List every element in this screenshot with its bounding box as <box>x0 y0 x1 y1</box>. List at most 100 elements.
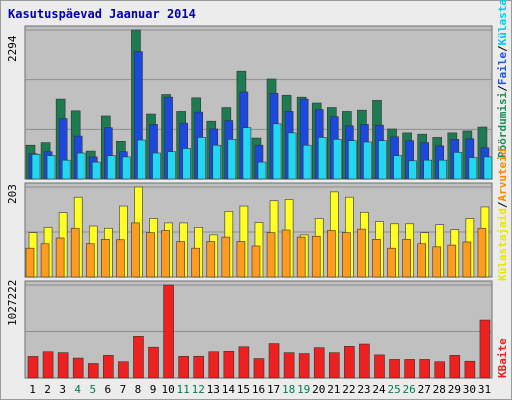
sites-bar-day-8 <box>131 222 140 278</box>
day-label-15: 15 <box>237 383 250 396</box>
pages-bar-day-10 <box>167 151 176 180</box>
kbytes-bar-day-8 <box>133 336 144 379</box>
sites-bar-day-12 <box>191 247 201 278</box>
kbytes-bar-day-14 <box>223 350 235 379</box>
pages-bar-day-30 <box>468 157 478 180</box>
sites-bar-day-9 <box>146 232 155 278</box>
pages-bar-day-26 <box>408 160 417 180</box>
day-label-3: 3 <box>59 383 66 396</box>
sites-bar-day-27 <box>417 243 426 278</box>
kbytes-bar-day-3 <box>57 352 69 379</box>
pages-bar-day-19 <box>302 144 312 180</box>
kbytes-bar-day-13 <box>208 351 220 379</box>
sites-bar-day-19 <box>296 236 306 278</box>
kbytes-bar-day-17 <box>268 343 280 379</box>
kbytes-bar-day-2 <box>42 351 54 379</box>
day-label-27: 27 <box>418 383 431 396</box>
kbytes-bar-day-23 <box>359 343 370 379</box>
kbytes-bar-day-7 <box>118 361 129 379</box>
sites-bar-day-29 <box>447 244 457 278</box>
day-label-1: 1 <box>29 383 36 396</box>
kbytes-bar-day-26 <box>404 359 415 379</box>
sites-bar-day-10 <box>161 230 170 278</box>
pages-bar-day-15 <box>242 127 252 180</box>
kbytes-bar-day-29 <box>449 355 461 379</box>
sites-bar-day-28 <box>432 246 442 278</box>
kbytes-bar-day-18 <box>283 352 295 379</box>
pages-bar-day-7 <box>122 156 131 180</box>
sites-bar-day-16 <box>251 245 261 278</box>
sites-bar-day-2 <box>40 243 50 278</box>
kbytes-bar-day-30 <box>464 360 476 379</box>
pages-bar-day-11 <box>182 148 191 180</box>
chart-title: Kasutuspäevad Jaanuar 2014 <box>8 7 196 21</box>
pages-bar-day-4 <box>76 152 86 180</box>
sites-bar-day-25 <box>387 247 396 278</box>
day-label-7: 7 <box>120 383 127 396</box>
kbytes-bar-day-15 <box>238 346 250 379</box>
pages-bar-day-9 <box>152 152 161 180</box>
pages-bar-day-22 <box>348 140 357 180</box>
sites-bar-day-24 <box>372 239 381 278</box>
pages-bar-day-29 <box>453 152 463 180</box>
day-label-10: 10 <box>161 383 174 396</box>
day-label-16: 16 <box>252 383 265 396</box>
pages-bar-day-18 <box>287 132 297 180</box>
sites-bar-day-14 <box>221 236 231 278</box>
day-label-4: 4 <box>74 383 81 396</box>
kbytes-bar-day-25 <box>389 359 400 379</box>
day-label-31: 31 <box>478 383 491 396</box>
pages-bar-day-25 <box>393 155 402 180</box>
kbytes-bar-day-11 <box>178 355 189 379</box>
pages-bar-day-5 <box>91 161 101 180</box>
pages-bar-day-17 <box>272 123 282 180</box>
kbytes-bar-day-24 <box>374 354 385 379</box>
day-label-2: 2 <box>44 383 51 396</box>
kbytes-bar-day-20 <box>313 347 325 379</box>
kbytes-bar-day-28 <box>434 361 446 379</box>
pages-bar-day-2 <box>46 155 56 180</box>
kbytes-bar-day-10 <box>163 284 174 379</box>
pages-bar-day-16 <box>257 161 267 180</box>
kbytes-bar-day-9 <box>148 346 159 379</box>
pages-bar-day-14 <box>227 139 237 180</box>
day-label-26: 26 <box>403 383 416 396</box>
sites-bar-day-11 <box>176 241 185 278</box>
kbytes-bar-day-27 <box>419 359 430 379</box>
sites-bar-day-26 <box>402 239 411 278</box>
pages-bar-day-12 <box>197 137 207 180</box>
day-label-24: 24 <box>372 383 386 396</box>
pages-bar-day-8 <box>137 139 146 180</box>
pages-bar-day-3 <box>61 159 71 180</box>
sites-bar-day-13 <box>206 241 216 278</box>
sites-bar-day-23 <box>357 228 366 278</box>
day-label-11: 11 <box>177 383 190 396</box>
day-label-25: 25 <box>387 383 400 396</box>
day-label-18: 18 <box>282 383 295 396</box>
sites-bar-day-5 <box>85 243 95 278</box>
kbytes-bar-day-22 <box>344 346 355 379</box>
pages-bar-day-1 <box>31 154 41 180</box>
day-label-9: 9 <box>150 383 157 396</box>
sites-bar-day-3 <box>55 237 65 278</box>
kbytes-bar-day-12 <box>193 355 205 379</box>
pages-bar-day-31 <box>483 156 493 180</box>
day-label-28: 28 <box>433 383 446 396</box>
kbytes-bar-day-19 <box>298 353 310 379</box>
pages-bar-day-6 <box>107 155 116 180</box>
day-label-12: 12 <box>192 383 205 396</box>
sites-bar-day-22 <box>342 232 351 278</box>
pages-bar-day-27 <box>423 159 432 180</box>
kbytes-bar-day-4 <box>72 357 84 379</box>
kbytes-bar-day-31 <box>479 319 491 379</box>
pages-bar-day-23 <box>363 141 372 180</box>
sites-bar-day-17 <box>266 232 276 278</box>
day-label-13: 13 <box>207 383 220 396</box>
day-label-8: 8 <box>135 383 142 396</box>
sites-bar-day-20 <box>311 235 321 278</box>
day-label-29: 29 <box>448 383 461 396</box>
day-label-14: 14 <box>222 383 236 396</box>
sites-bar-day-21 <box>326 230 336 278</box>
sites-bar-day-15 <box>236 241 246 278</box>
